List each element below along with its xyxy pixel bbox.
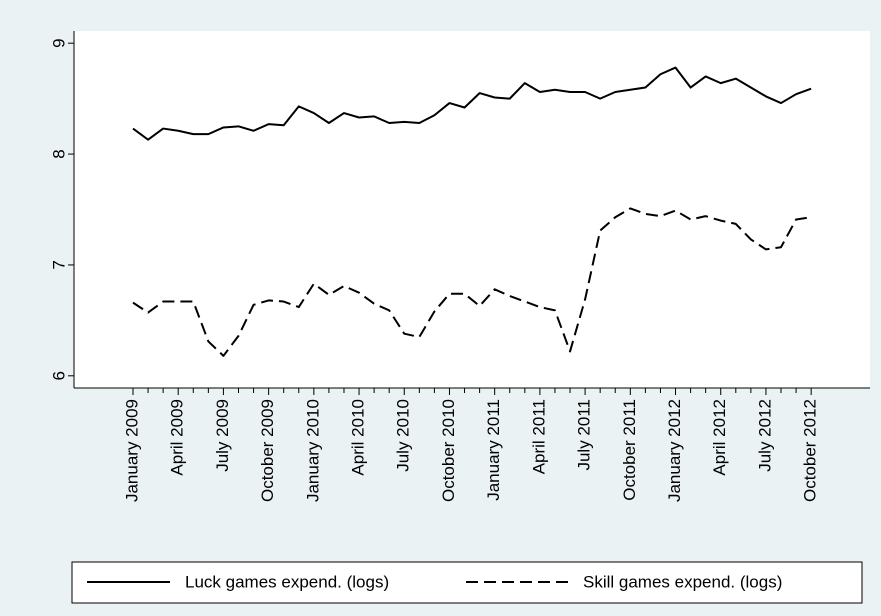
x-tick-label: April 2009 — [168, 399, 187, 476]
x-tick-label: April 2011 — [529, 399, 548, 474]
y-tick-label: 9 — [49, 38, 68, 47]
x-tick-label: July 2010 — [394, 399, 413, 472]
x-tick-label: January 2012 — [665, 399, 684, 502]
x-tick-label: July 2011 — [575, 399, 594, 471]
x-tick-label: January 2010 — [303, 399, 322, 502]
x-tick-label: January 2009 — [122, 399, 141, 502]
y-tick-label: 7 — [49, 260, 68, 269]
legend-label: Skill games expend. (logs) — [583, 572, 782, 591]
plot-area — [74, 31, 870, 388]
x-tick-label: January 2011 — [484, 399, 503, 501]
series-line — [132, 66, 812, 141]
x-tick-label: April 2012 — [710, 399, 729, 476]
x-tick-label: October 2012 — [801, 399, 820, 502]
x-tick-label: April 2010 — [349, 399, 368, 476]
y-tick-label: 8 — [49, 149, 68, 158]
x-tick-label: July 2012 — [755, 399, 774, 472]
x-tick-label: October 2011 — [620, 399, 639, 501]
legend-label: Luck games expend. (logs) — [185, 572, 389, 591]
x-tick-label: July 2009 — [213, 399, 232, 472]
series-line — [132, 207, 812, 357]
x-tick-label: October 2009 — [258, 399, 277, 502]
y-tick-label: 6 — [49, 371, 68, 380]
x-tick-label: October 2010 — [439, 399, 458, 502]
